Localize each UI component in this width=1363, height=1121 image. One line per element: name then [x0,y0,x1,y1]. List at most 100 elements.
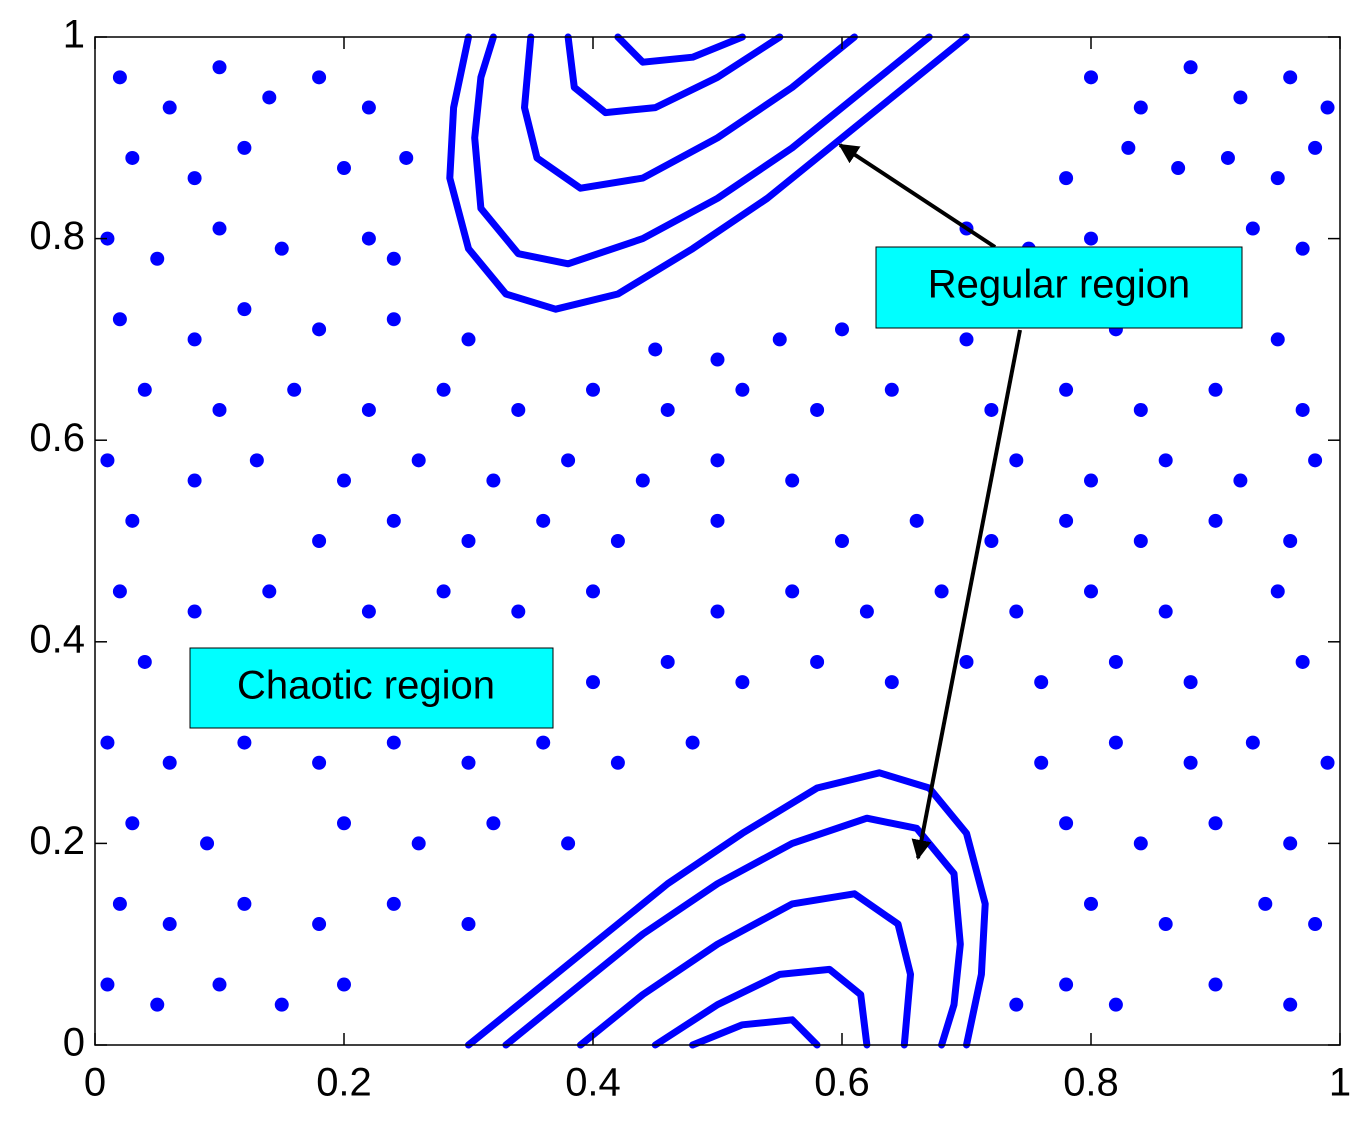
point [835,534,849,548]
point [1034,675,1049,690]
x-tick-label: 1 [1329,1061,1351,1105]
point [660,654,675,669]
point [1059,382,1074,397]
point [312,322,327,337]
point [312,755,327,770]
x-tick-label: 0 [84,1061,106,1105]
point [648,342,663,357]
point [337,977,351,992]
point [1308,453,1323,468]
point [1308,917,1323,932]
point [1009,453,1024,468]
y-tick-label: 0.8 [29,214,85,258]
arrow [838,143,997,249]
point [187,332,202,347]
orbit-line [521,33,858,192]
annotation-box [189,647,554,729]
point [586,382,600,397]
point [361,604,376,619]
point [959,332,974,347]
point [1158,604,1173,619]
point [772,332,787,347]
orbit-line [465,769,989,1049]
point [1059,171,1074,186]
point [660,402,675,417]
point [586,675,600,690]
point [610,755,625,770]
point [125,513,140,528]
point [1059,977,1074,992]
point [274,241,289,256]
orbit-line [471,33,933,268]
x-tick-label: 0.4 [565,1061,621,1105]
point [536,513,551,528]
axes-box [94,36,1341,1046]
point [461,534,476,548]
point [710,352,725,367]
point [1108,654,1123,669]
point [337,161,351,176]
x-tick-label: 0.2 [316,1061,372,1105]
point [337,473,351,488]
point [212,60,227,75]
orbit-line [651,965,871,1049]
point [1084,70,1098,85]
point [1183,60,1198,75]
point [386,896,401,911]
point [561,453,576,468]
point [1208,382,1223,397]
y-tick-label: 1 [63,13,85,57]
point [187,604,202,619]
point [1183,675,1198,690]
point [361,100,376,115]
point [262,584,277,599]
plot-area [100,33,1335,1049]
point [112,70,127,85]
point [162,100,177,115]
point [386,312,401,327]
point [212,977,227,992]
point [884,382,899,397]
point [1270,584,1285,599]
point [859,604,874,619]
point [934,584,949,599]
y-tick-label: 0.4 [29,617,85,661]
annotation: Chaotic region [237,664,495,708]
point [1270,332,1285,347]
point [1258,896,1273,911]
point [1208,513,1223,528]
point [112,896,127,911]
point [1233,473,1248,488]
point [635,473,650,488]
point [710,513,725,528]
point [1208,977,1223,992]
point [810,654,825,669]
point [312,70,327,85]
point [1158,917,1173,932]
point [1208,816,1223,831]
point [884,675,899,690]
point [1183,755,1198,770]
point [461,917,476,932]
point [561,836,576,851]
point [137,654,152,669]
point [984,402,999,417]
x-tick-label: 0.6 [814,1061,870,1105]
point [237,302,252,317]
point [810,402,825,417]
point [150,251,165,266]
point [112,312,127,327]
point [1295,402,1310,417]
point [187,171,202,186]
point [1283,70,1298,85]
point [100,977,115,992]
point [1283,836,1298,851]
point [386,735,401,750]
y-tick-label: 0.6 [29,416,85,460]
orbit-line [502,814,964,1049]
point [361,402,376,417]
point [399,150,414,165]
point [212,221,227,236]
point [1270,171,1285,186]
